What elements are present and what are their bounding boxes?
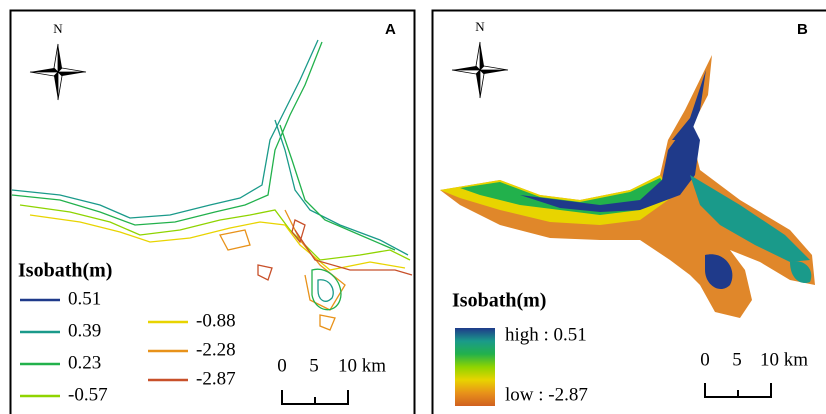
legend-label: 0.51	[68, 288, 101, 309]
scale-label: 0	[700, 349, 710, 370]
north-arrow	[451, 41, 509, 99]
isobath-raster	[440, 55, 815, 318]
scale-label: 5	[732, 349, 742, 370]
scale-bar: 0 5 10 km	[277, 355, 386, 405]
scale-bar: 0 5 10 km	[700, 349, 808, 398]
isobath-lines	[11, 39, 413, 331]
scale-label: 10 km	[760, 349, 808, 370]
legend-label: -2.28	[196, 339, 236, 360]
legend-title: Isobath(m)	[452, 290, 546, 312]
scale-label: 0	[277, 355, 287, 376]
north-label: N	[53, 21, 63, 36]
color-ramp	[455, 328, 495, 406]
legend-label: -0.88	[196, 310, 236, 331]
panel-label: A	[385, 21, 396, 38]
legend-title: Isobath(m)	[18, 260, 112, 282]
panel-frame	[431, 9, 826, 414]
north-label: N	[475, 19, 485, 34]
ramp-low-label: low : -2.87	[505, 384, 588, 405]
ramp-high-label: high : 0.51	[505, 324, 587, 345]
scale-label: 5	[309, 355, 319, 376]
legend-label: -0.57	[68, 384, 108, 405]
legend: 0.51 0.39 0.23 -0.57 -0.88 -2.28 -2.87	[20, 288, 236, 405]
panel-label: B	[797, 21, 808, 38]
legend-label: 0.23	[68, 352, 101, 373]
legend-label: -2.87	[196, 368, 236, 389]
scale-label: 10 km	[338, 355, 386, 376]
panel-frame	[9, 9, 416, 414]
legend-label: 0.39	[68, 320, 101, 341]
north-arrow	[29, 43, 87, 101]
